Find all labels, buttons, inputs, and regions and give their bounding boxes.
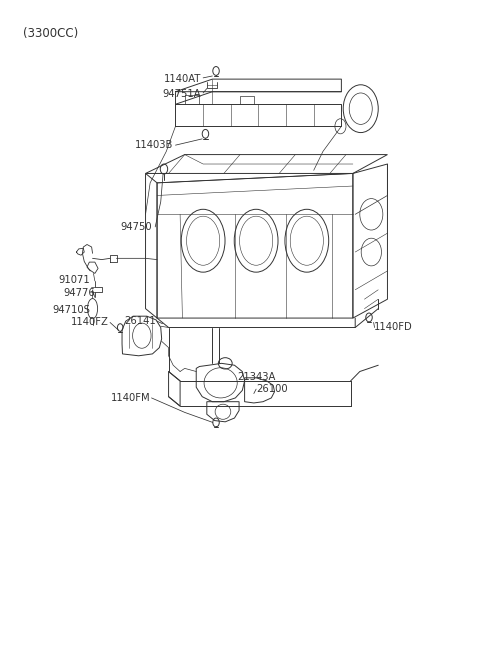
Text: 21343A: 21343A bbox=[238, 371, 276, 382]
Text: 94776: 94776 bbox=[63, 288, 95, 298]
Text: 26141: 26141 bbox=[124, 316, 156, 326]
Text: 1140FM: 1140FM bbox=[110, 393, 150, 403]
Text: 94750: 94750 bbox=[121, 222, 153, 232]
Text: 94710S: 94710S bbox=[52, 305, 90, 315]
Text: 11403B: 11403B bbox=[135, 140, 173, 150]
Text: 1140AT: 1140AT bbox=[164, 74, 201, 84]
Text: 26100: 26100 bbox=[256, 384, 288, 394]
Text: 1140FD: 1140FD bbox=[373, 322, 412, 333]
Text: 94751A: 94751A bbox=[162, 88, 201, 99]
Text: (3300CC): (3300CC) bbox=[24, 27, 79, 40]
Text: 91071: 91071 bbox=[59, 275, 90, 286]
Text: 1140FZ: 1140FZ bbox=[71, 318, 108, 328]
